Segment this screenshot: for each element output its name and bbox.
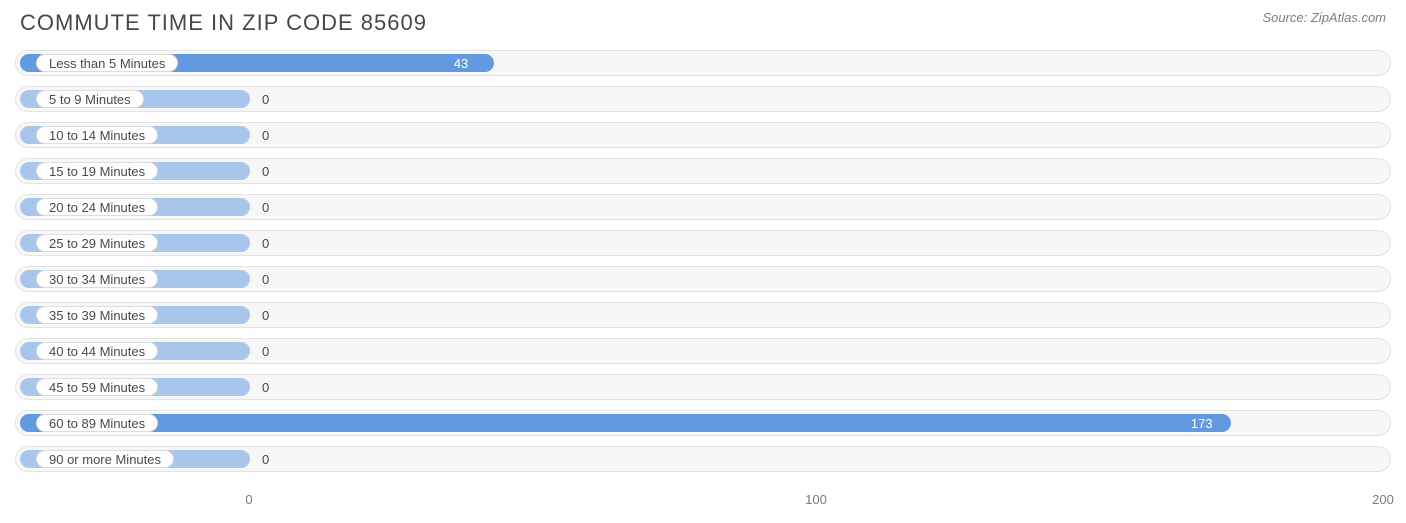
- bar-value: [20, 414, 1231, 432]
- category-label: 10 to 14 Minutes: [36, 126, 158, 144]
- chart-row: 10 to 14 Minutes 0: [15, 122, 1391, 148]
- chart-row: Less than 5 Minutes 43: [15, 50, 1391, 76]
- chart-row: 30 to 34 Minutes 0: [15, 266, 1391, 292]
- value-label: 0: [262, 159, 269, 183]
- value-label: 43: [454, 51, 468, 75]
- chart-row: 45 to 59 Minutes 0: [15, 374, 1391, 400]
- value-label: 0: [262, 303, 269, 327]
- chart-row: 35 to 39 Minutes 0: [15, 302, 1391, 328]
- category-label: 60 to 89 Minutes: [36, 414, 158, 432]
- source-attribution: Source: ZipAtlas.com: [1262, 10, 1386, 25]
- category-label: 40 to 44 Minutes: [36, 342, 158, 360]
- category-label: 15 to 19 Minutes: [36, 162, 158, 180]
- value-label: 0: [262, 267, 269, 291]
- chart-row: 15 to 19 Minutes 0: [15, 158, 1391, 184]
- chart-row: 90 or more Minutes 0: [15, 446, 1391, 472]
- category-label: 5 to 9 Minutes: [36, 90, 144, 108]
- value-label: 0: [262, 195, 269, 219]
- value-label: 0: [262, 87, 269, 111]
- x-axis: 0 100 200: [15, 492, 1391, 508]
- x-axis-tick: 200: [1372, 492, 1394, 507]
- value-label: 0: [262, 123, 269, 147]
- category-label: 35 to 39 Minutes: [36, 306, 158, 324]
- value-label: 0: [262, 231, 269, 255]
- chart-row: 40 to 44 Minutes 0: [15, 338, 1391, 364]
- category-label: 45 to 59 Minutes: [36, 378, 158, 396]
- chart-row: 5 to 9 Minutes 0: [15, 86, 1391, 112]
- category-label: 20 to 24 Minutes: [36, 198, 158, 216]
- chart-row: 25 to 29 Minutes 0: [15, 230, 1391, 256]
- category-label: Less than 5 Minutes: [36, 54, 178, 72]
- category-label: 90 or more Minutes: [36, 450, 174, 468]
- chart-row: 20 to 24 Minutes 0: [15, 194, 1391, 220]
- x-axis-tick: 0: [245, 492, 252, 507]
- x-axis-tick: 100: [805, 492, 827, 507]
- value-label: 0: [262, 375, 269, 399]
- chart-title: COMMUTE TIME IN ZIP CODE 85609: [20, 10, 427, 36]
- value-label: 0: [262, 447, 269, 471]
- category-label: 30 to 34 Minutes: [36, 270, 158, 288]
- category-label: 25 to 29 Minutes: [36, 234, 158, 252]
- value-label: 173: [1191, 411, 1213, 435]
- value-label: 0: [262, 339, 269, 363]
- chart-area: Less than 5 Minutes435 to 9 Minutes010 t…: [15, 50, 1391, 483]
- chart-row: 60 to 89 Minutes 173: [15, 410, 1391, 436]
